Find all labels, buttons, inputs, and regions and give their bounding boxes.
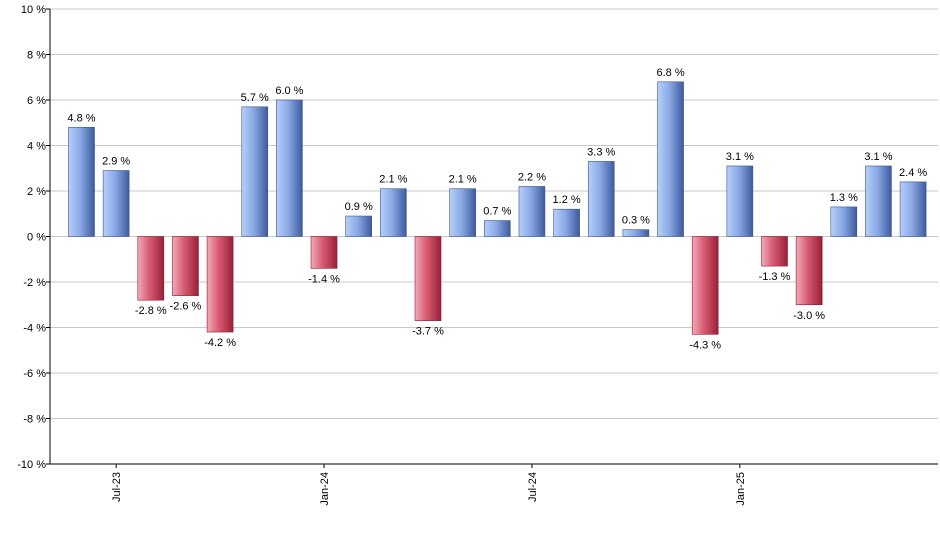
- bar: [449, 188, 476, 237]
- bar: [830, 206, 858, 237]
- bar-data-label: -2.8 %: [135, 305, 167, 317]
- y-tick-label: -4 %: [23, 323, 46, 335]
- bar-data-label: 2.1 %: [379, 174, 407, 186]
- bar-data-label: -3.0 %: [793, 310, 825, 322]
- bar-data-label: 2.9 %: [102, 156, 130, 168]
- bar: [553, 208, 580, 237]
- bar-data-label: 3.3 %: [587, 146, 615, 158]
- bar: [483, 220, 511, 237]
- bar: [345, 215, 373, 237]
- data-labels: 4.8 % 2.9 % -2.8 % -2.6 % -4.2 % 5.7 % 6.0 % -1…: [67, 67, 927, 352]
- y-tick-label: 6 %: [27, 95, 46, 107]
- y-tick-label: -10 %: [17, 459, 46, 471]
- bar-data-label: 3.1 %: [864, 151, 892, 163]
- bar-data-label: 4.8 %: [67, 112, 95, 124]
- bar: [899, 181, 927, 237]
- bar-data-label: 3.1 %: [726, 151, 754, 163]
- bar-data-label: 0.9 %: [345, 201, 373, 213]
- x-tick-label: Jul-24: [527, 472, 539, 502]
- bar: [865, 165, 892, 237]
- bar-data-label: 2.4 %: [899, 167, 927, 179]
- bar: [518, 186, 546, 237]
- bar: [795, 236, 823, 306]
- bar: [622, 229, 650, 237]
- y-tick-label: 10 %: [21, 4, 46, 16]
- y-tick-label: -2 %: [23, 277, 46, 289]
- y-tick-label: 0 %: [27, 232, 46, 244]
- y-tick-label: 8 %: [27, 50, 46, 62]
- bar: [68, 127, 95, 237]
- bar-data-label: 1.3 %: [830, 192, 858, 204]
- x-tick-label: Jan-25: [735, 472, 747, 506]
- bar: [172, 236, 199, 296]
- bars: [68, 81, 927, 335]
- bar-data-label: -4.3 %: [689, 339, 721, 351]
- bar: [310, 236, 338, 269]
- bar-data-label: 5.7 %: [241, 92, 269, 104]
- bar: [761, 236, 788, 267]
- bar-data-label: -3.7 %: [412, 326, 444, 338]
- bar: [206, 236, 234, 333]
- bar-data-label: -1.4 %: [308, 273, 340, 285]
- bar: [414, 236, 442, 321]
- x-tick-label: Jul-23: [111, 472, 123, 502]
- y-tick-label: -8 %: [23, 414, 46, 426]
- bar: [137, 236, 165, 301]
- x-tick-label: Jan-24: [319, 472, 331, 506]
- bar: [241, 106, 269, 237]
- bar-data-label: 1.2 %: [553, 194, 581, 206]
- bar-data-label: -2.6 %: [170, 301, 202, 313]
- bar: [276, 99, 303, 237]
- y-tick-label: -6 %: [23, 368, 46, 380]
- bar-data-label: -4.2 %: [204, 337, 236, 349]
- y-tick-label: 2 %: [27, 186, 46, 198]
- bar-data-label: -1.3 %: [759, 271, 791, 283]
- bar-data-label: 0.3 %: [622, 215, 650, 227]
- y-tick-label: 4 %: [27, 141, 46, 153]
- bar: [691, 236, 719, 335]
- bar: [380, 188, 407, 237]
- bar: [657, 81, 684, 237]
- bar: [587, 161, 615, 237]
- bar-data-label: 2.1 %: [449, 174, 477, 186]
- bar: [726, 165, 754, 237]
- bar-data-label: 6.8 %: [656, 67, 684, 79]
- bar: [102, 170, 130, 237]
- axes: -10 % -8 % -6 % -4 % -2 % 0 % 2 % 4 % 6 % 8 % 10 %…: [17, 4, 938, 506]
- bar-data-label: 6.0 %: [275, 85, 303, 97]
- bar-data-label: 0.7 %: [483, 206, 511, 218]
- bar-data-label: 2.2 %: [518, 171, 546, 183]
